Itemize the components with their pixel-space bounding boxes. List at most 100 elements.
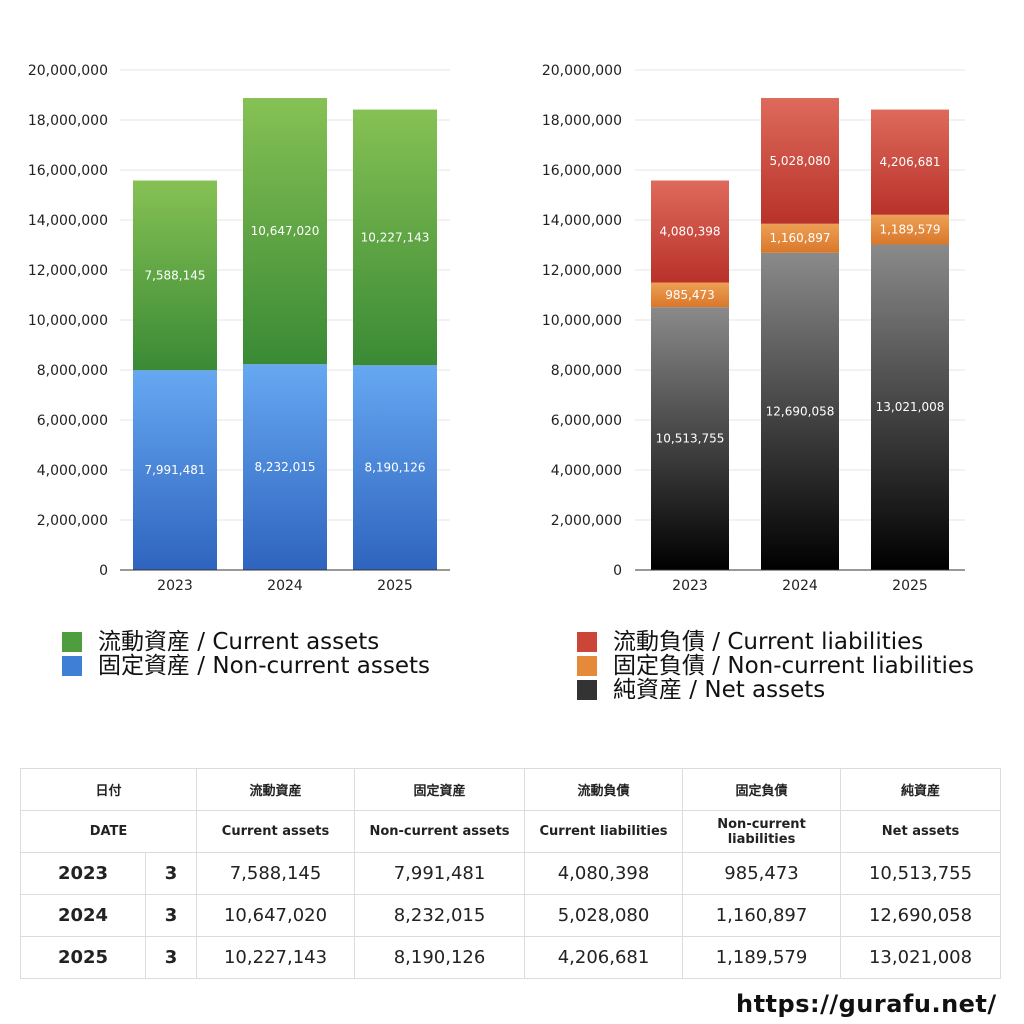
legend-item: 固定資産 / Non-current assets bbox=[62, 654, 430, 678]
legend-label: 純資産 / Net assets bbox=[613, 677, 826, 703]
legend-swatch bbox=[577, 656, 597, 676]
table-cell: 10,647,020 bbox=[196, 894, 356, 937]
bar-segment bbox=[761, 98, 839, 224]
table-header-cell: 固定資産 bbox=[354, 768, 526, 811]
bar-segment bbox=[871, 109, 949, 215]
table-header-en: DATE Current assets Non-current assets C… bbox=[19, 810, 1002, 853]
table-header-cell: Non-current liabilities bbox=[682, 810, 842, 853]
bar-segment bbox=[761, 223, 839, 253]
data-label: 12,690,058 bbox=[766, 404, 835, 418]
bar-segment bbox=[243, 98, 327, 365]
legend-swatch bbox=[62, 632, 82, 652]
y-tick-label: 2,000,000 bbox=[37, 513, 108, 529]
table-cell: 8,190,126 bbox=[354, 936, 526, 979]
legend-label: 固定負債 / Non-current liabilities bbox=[613, 653, 974, 679]
y-tick-label: 12,000,000 bbox=[28, 263, 108, 279]
table-cell-month: 3 bbox=[144, 936, 198, 979]
x-tick-label: 2024 bbox=[267, 578, 303, 594]
legend-label: 流動負債 / Current liabilities bbox=[613, 629, 924, 655]
table-header-cell: Non-current assets bbox=[354, 810, 526, 853]
table-cell: 7,991,481 bbox=[354, 852, 526, 895]
legend-item: 固定負債 / Non-current liabilities bbox=[577, 654, 974, 678]
y-tick-label: 16,000,000 bbox=[542, 163, 622, 179]
table-cell: 12,690,058 bbox=[840, 894, 1002, 937]
table-header-cell: 固定負債 bbox=[682, 768, 842, 811]
table-cell: 10,513,755 bbox=[840, 852, 1002, 895]
liabilities-chart: 0 2,000,000 4,000,000 6,000,000 8,000,000 10,… bbox=[542, 63, 965, 594]
legend-label: 固定資産 / Non-current assets bbox=[98, 653, 431, 679]
data-label: 13,021,008 bbox=[876, 400, 945, 414]
y-tick-label: 20,000,000 bbox=[28, 63, 108, 79]
data-label: 10,647,020 bbox=[251, 224, 320, 238]
table-cell: 7,588,145 bbox=[196, 852, 356, 895]
data-label: 4,206,681 bbox=[879, 155, 940, 169]
bar-segment bbox=[133, 370, 217, 570]
y-tick-label: 12,000,000 bbox=[542, 263, 622, 279]
data-label: 985,473 bbox=[665, 288, 715, 302]
bar-segment bbox=[651, 180, 729, 283]
bar-segment bbox=[761, 252, 839, 571]
y-tick-label: 8,000,000 bbox=[37, 363, 108, 379]
table-header-cell: Current liabilities bbox=[524, 810, 684, 853]
table-header-cell: 流動資産 bbox=[196, 768, 356, 811]
assets-chart: 0 2,000,000 4,000,000 6,000,000 8,000,000 10,… bbox=[28, 63, 450, 594]
table-header-cell: Net assets bbox=[840, 810, 1002, 853]
table-cell-year: 2024 bbox=[20, 894, 146, 937]
table-header-cell: Current assets bbox=[196, 810, 356, 853]
x-tick-label: 2024 bbox=[782, 578, 818, 594]
table-row: 2024 3 10,647,020 8,232,015 5,028,080 1,… bbox=[20, 894, 1002, 937]
x-tick-label: 2023 bbox=[157, 578, 193, 594]
y-tick-label: 6,000,000 bbox=[37, 413, 108, 429]
table-header-cell: DATE bbox=[19, 810, 198, 853]
legend-item: 純資産 / Net assets bbox=[577, 678, 974, 702]
data-label: 8,232,015 bbox=[254, 460, 315, 474]
legend-swatch bbox=[62, 656, 82, 676]
y-tick-label: 6,000,000 bbox=[551, 413, 622, 429]
table-cell-year: 2023 bbox=[20, 852, 146, 895]
y-tick-label: 14,000,000 bbox=[28, 213, 108, 229]
table-cell: 4,080,398 bbox=[524, 852, 684, 895]
table-cell: 985,473 bbox=[682, 852, 842, 895]
bar-segment bbox=[651, 307, 729, 570]
table-header-cell: 純資産 bbox=[840, 768, 1002, 811]
x-tick-label: 2025 bbox=[377, 578, 413, 594]
legend-label: 流動資産 / Current assets bbox=[98, 629, 380, 655]
y-tick-label: 4,000,000 bbox=[37, 463, 108, 479]
bar-segment bbox=[651, 282, 729, 308]
table-cell-month: 3 bbox=[144, 894, 198, 937]
y-tick-label: 0 bbox=[99, 563, 108, 579]
table-header-cell: 流動負債 bbox=[524, 768, 684, 811]
data-label: 10,227,143 bbox=[361, 230, 430, 244]
data-label: 10,513,755 bbox=[656, 432, 725, 446]
y-tick-label: 2,000,000 bbox=[551, 513, 622, 529]
bar-segment bbox=[353, 365, 437, 570]
table-cell: 1,189,579 bbox=[682, 936, 842, 979]
data-label: 1,160,897 bbox=[769, 231, 830, 245]
table-cell: 5,028,080 bbox=[524, 894, 684, 937]
data-label: 1,189,579 bbox=[879, 223, 940, 237]
y-tick-label: 0 bbox=[613, 563, 622, 579]
site-url: https://gurafu.net/ bbox=[736, 990, 997, 1018]
y-tick-label: 18,000,000 bbox=[28, 113, 108, 129]
y-tick-label: 16,000,000 bbox=[28, 163, 108, 179]
data-label: 7,991,481 bbox=[144, 463, 205, 477]
data-table: 日付 流動資産 固定資産 流動負債 固定負債 純資産 DATE Current … bbox=[19, 768, 1002, 979]
x-tick-label: 2023 bbox=[672, 578, 708, 594]
table-header-jp: 日付 流動資産 固定資産 流動負債 固定負債 純資産 bbox=[19, 768, 1002, 811]
bar-segment bbox=[871, 214, 949, 245]
y-tick-label: 10,000,000 bbox=[28, 313, 108, 329]
bar-segment bbox=[243, 364, 327, 570]
table-row: 2023 3 7,588,145 7,991,481 4,080,398 985… bbox=[20, 852, 1002, 895]
table-cell: 10,227,143 bbox=[196, 936, 356, 979]
table-cell: 8,232,015 bbox=[354, 894, 526, 937]
table-cell-month: 3 bbox=[144, 852, 198, 895]
table-cell-year: 2025 bbox=[20, 936, 146, 979]
table-cell: 4,206,681 bbox=[524, 936, 684, 979]
legend-item: 流動資産 / Current assets bbox=[62, 630, 430, 654]
bar-segment bbox=[353, 109, 437, 366]
legend-swatch bbox=[577, 680, 597, 700]
table-header-cell: 日付 bbox=[19, 768, 198, 811]
y-tick-label: 8,000,000 bbox=[551, 363, 622, 379]
legend-swatch bbox=[577, 632, 597, 652]
table-row: 2025 3 10,227,143 8,190,126 4,206,681 1,… bbox=[20, 936, 1002, 979]
